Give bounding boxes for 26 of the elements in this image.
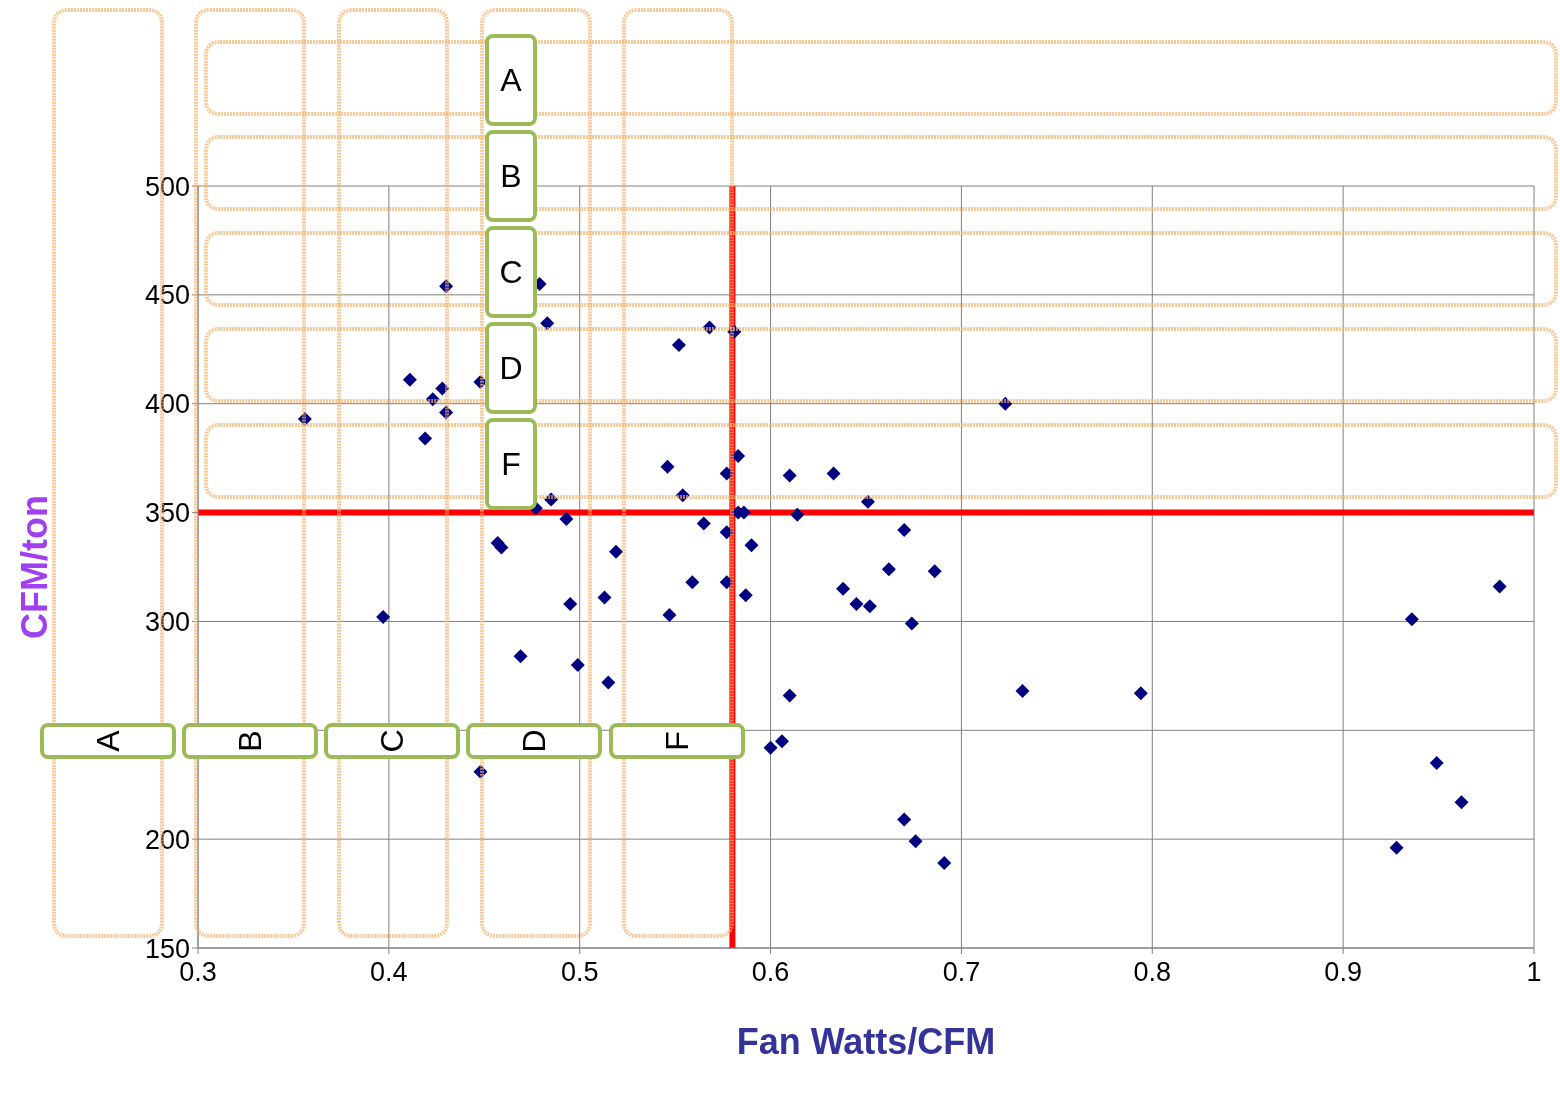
text: A — [90, 730, 126, 752]
annotation: B — [232, 730, 268, 752]
annotation: B — [485, 130, 537, 222]
x-tick-label: 1 — [1526, 957, 1542, 988]
annotation: C — [485, 226, 537, 318]
x-tick-label: 0.8 — [1133, 957, 1172, 988]
y-tick-label: 300 — [144, 607, 190, 638]
x-tick-label: 0.9 — [1324, 957, 1362, 988]
y-tick-label: 350 — [144, 498, 190, 529]
x-tick-label: 0.6 — [751, 957, 790, 988]
y-tick-label: 200 — [144, 824, 190, 855]
y-axis-title: CFM/ton — [13, 495, 55, 639]
annotation: F — [658, 731, 695, 751]
x-tick-label: 0.3 — [179, 957, 217, 988]
y-tick-label: 500 — [144, 171, 190, 202]
text: A — [485, 34, 537, 126]
y-tick-label: 400 — [144, 389, 190, 420]
annotation: D — [485, 322, 537, 414]
annotation: C — [373, 729, 410, 753]
x-axis-title: Fan Watts/CFM — [736, 1021, 996, 1062]
annotation: D — [515, 729, 552, 753]
x-tick-label: 0.5 — [560, 957, 599, 988]
x-tick-label: 0.7 — [942, 957, 981, 988]
x-tick-label: 0.4 — [370, 957, 408, 988]
y-tick-label: 450 — [144, 280, 190, 311]
annotation: F — [485, 418, 537, 510]
